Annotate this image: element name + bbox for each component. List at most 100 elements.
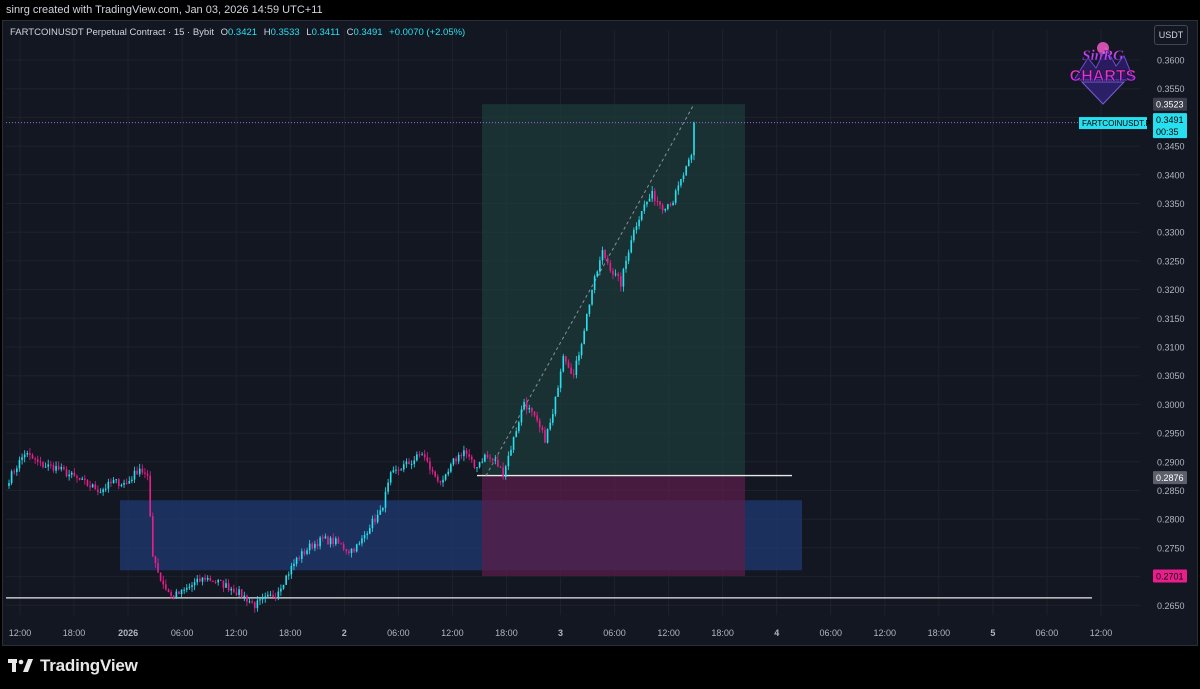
candle-body bbox=[133, 470, 136, 480]
entry-price-label: 0.2876 bbox=[1156, 473, 1184, 483]
candle-body bbox=[214, 581, 217, 583]
candle-body bbox=[549, 422, 552, 430]
price-chart[interactable]: 0.36000.35500.35000.34500.34000.33500.33… bbox=[0, 20, 1200, 646]
candle-body bbox=[510, 449, 512, 456]
candle-body bbox=[580, 344, 583, 356]
candle-body bbox=[272, 594, 274, 598]
attribution-bar: sinrg created with TradingView.com, Jan … bbox=[0, 0, 1200, 20]
candle-body bbox=[408, 461, 410, 465]
candle-body bbox=[413, 460, 416, 464]
candle-body bbox=[541, 427, 544, 431]
low-value: 0.3411 bbox=[311, 27, 340, 38]
close-label: C bbox=[346, 27, 354, 38]
x-tick-label: 12:00 bbox=[874, 628, 897, 638]
logo-line2: CHARTS bbox=[1070, 68, 1137, 85]
candle-body bbox=[162, 580, 165, 585]
candle-body bbox=[423, 454, 426, 458]
candle-body bbox=[497, 459, 499, 467]
candle-body bbox=[502, 467, 504, 478]
candle-body bbox=[233, 588, 235, 593]
candle-body bbox=[68, 474, 70, 477]
candle-body bbox=[308, 543, 311, 551]
candle-body bbox=[447, 471, 450, 475]
candle-body bbox=[256, 600, 259, 609]
candle-body bbox=[141, 468, 144, 473]
y-tick-label: 0.3450 bbox=[1157, 142, 1185, 152]
candle-body bbox=[18, 459, 21, 469]
candle-body bbox=[452, 458, 455, 465]
candle-body bbox=[366, 533, 368, 535]
trend-projection-line bbox=[485, 103, 695, 476]
countdown-label-bg bbox=[1153, 125, 1187, 139]
candle-body bbox=[572, 373, 575, 375]
candle-body bbox=[246, 595, 248, 602]
countdown-label: 00:35 bbox=[1156, 127, 1179, 137]
logo-line1: SinRG bbox=[1082, 48, 1124, 64]
candle-body bbox=[337, 538, 340, 544]
candle-body bbox=[528, 407, 531, 410]
candle-body bbox=[512, 437, 515, 450]
candle-body bbox=[138, 468, 141, 475]
candle-body bbox=[625, 260, 627, 269]
y-tick-label: 0.3150 bbox=[1157, 314, 1185, 324]
candle-body bbox=[285, 575, 287, 585]
candle-body bbox=[248, 601, 251, 603]
candle-body bbox=[489, 457, 491, 459]
candle-body bbox=[379, 510, 382, 515]
symbol-title[interactable]: FARTCOINUSDT Perpetual Contract · 15 · B… bbox=[10, 27, 214, 38]
last-price-label-bg bbox=[1153, 113, 1187, 127]
close-value: 0.3491 bbox=[353, 27, 383, 38]
candle-body bbox=[21, 457, 23, 460]
entry-price-label-bg bbox=[1153, 471, 1187, 485]
candle-body bbox=[321, 537, 324, 539]
candle-body bbox=[306, 550, 308, 554]
time-axis[interactable]: 12:00 18:00 2026 06:00 12:00 18:00 2 06:00 12:00… bbox=[9, 628, 1113, 638]
candle-body bbox=[240, 589, 243, 598]
target-zone bbox=[482, 104, 745, 476]
y-tick-label: 0.3350 bbox=[1157, 199, 1185, 209]
candle-body bbox=[400, 469, 402, 471]
candle-body bbox=[151, 516, 154, 557]
x-tick-label: 2026 bbox=[118, 628, 138, 638]
currency-button[interactable]: USDT bbox=[1154, 25, 1188, 45]
candle-body bbox=[444, 474, 447, 480]
candle-body bbox=[115, 479, 118, 481]
footer-bar bbox=[0, 646, 1200, 689]
candle-body bbox=[387, 482, 389, 492]
candle-body bbox=[34, 458, 36, 460]
candle-body bbox=[253, 602, 256, 609]
candle-body bbox=[523, 402, 525, 410]
attribution-text: sinrg created with TradingView.com, Jan … bbox=[6, 4, 323, 16]
candle-body bbox=[303, 551, 306, 554]
candle-body bbox=[295, 557, 298, 564]
candle-body bbox=[13, 471, 16, 473]
candle-body bbox=[36, 459, 39, 462]
candle-body bbox=[277, 591, 280, 598]
candle-body bbox=[596, 271, 599, 277]
candle-body bbox=[282, 584, 285, 589]
candle-body bbox=[227, 583, 230, 591]
open-label: O bbox=[220, 27, 228, 38]
candle-body bbox=[363, 534, 366, 539]
candle-body bbox=[42, 462, 44, 468]
price-labels: 0.3523 0.3491 00:35 FARTCOINUSDT.P 0.2876 0.2… bbox=[1079, 97, 1187, 583]
tradingview-brand[interactable]: TradingView bbox=[8, 656, 138, 676]
candle-body bbox=[55, 466, 57, 471]
candle-body bbox=[583, 330, 586, 345]
y-tick-label: 0.3000 bbox=[1157, 400, 1185, 410]
candle-body bbox=[287, 574, 290, 576]
candle-body bbox=[473, 459, 476, 468]
symbol-legend: FARTCOINUSDT Perpetual Contract · 15 · B… bbox=[10, 27, 465, 39]
price-axis[interactable]: 0.36000.35500.35000.34500.34000.33500.33… bbox=[1157, 56, 1185, 611]
candle-body bbox=[60, 467, 63, 470]
x-tick-label: 12:00 bbox=[1090, 628, 1113, 638]
candle-body bbox=[368, 528, 371, 534]
x-tick-label: 06:00 bbox=[171, 628, 194, 638]
candle-body bbox=[617, 273, 619, 277]
candle-body bbox=[436, 476, 439, 481]
candle-body bbox=[196, 578, 199, 583]
candle-body bbox=[206, 577, 209, 580]
candle-body bbox=[410, 463, 413, 465]
candle-body bbox=[185, 587, 188, 590]
candle-body bbox=[342, 544, 345, 550]
